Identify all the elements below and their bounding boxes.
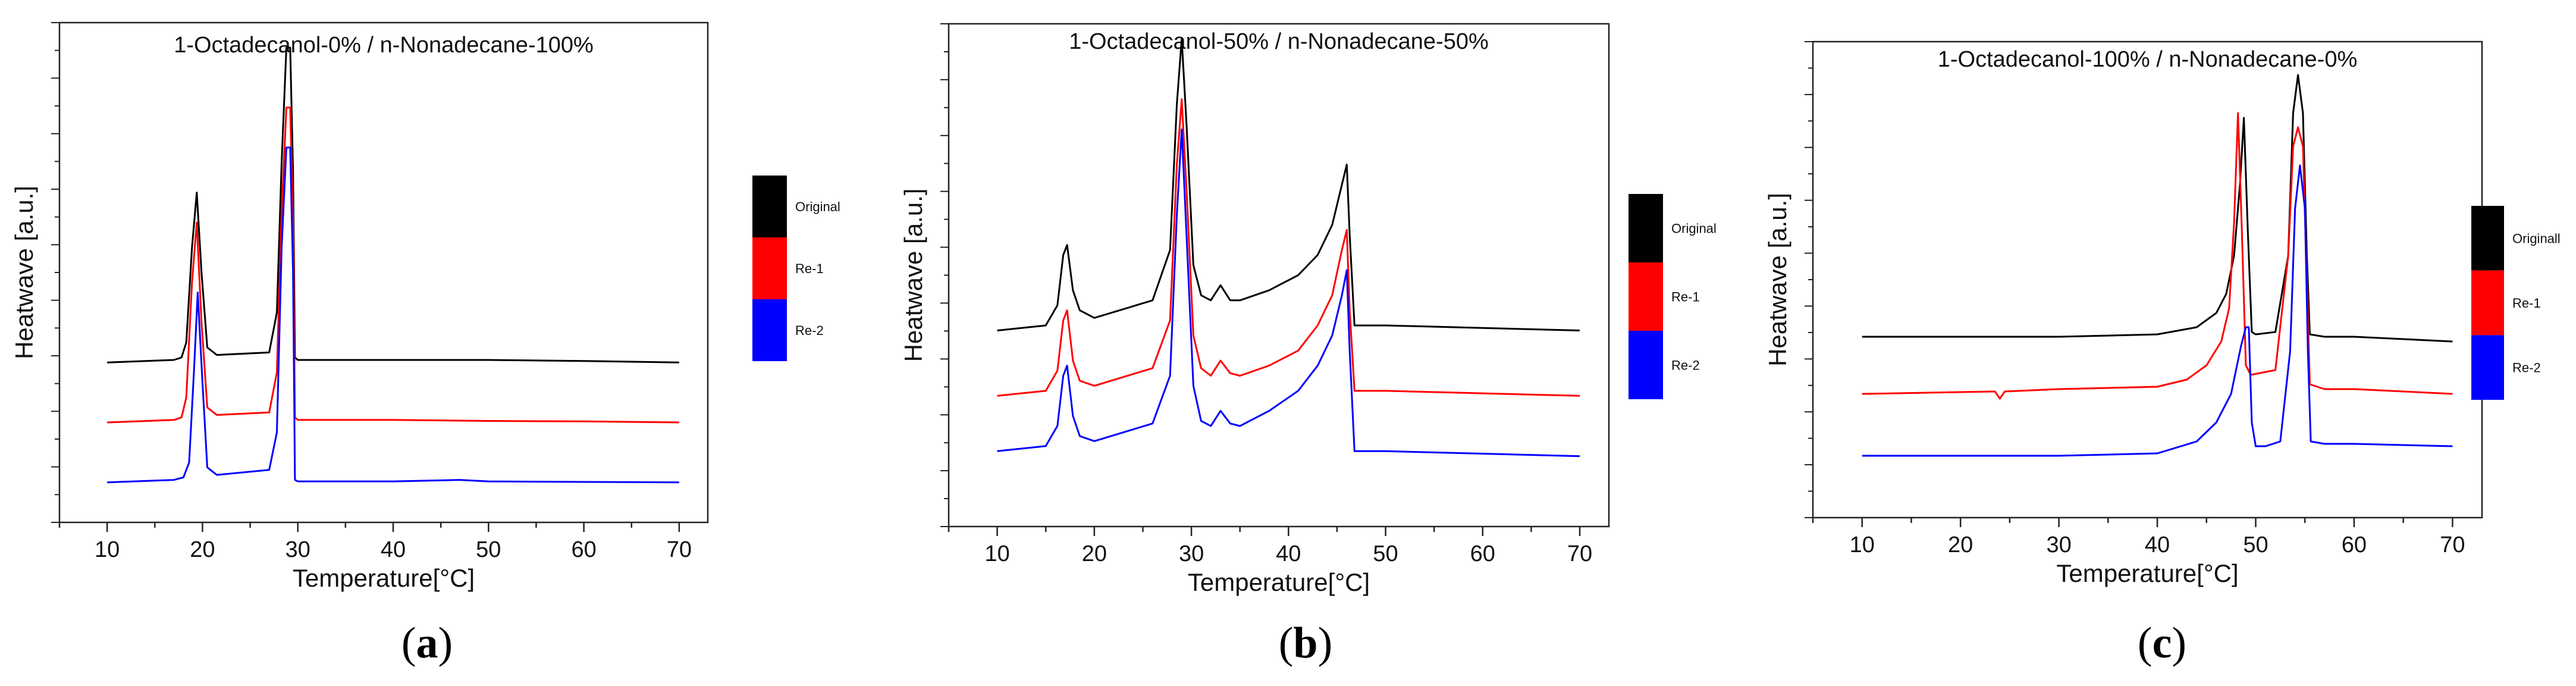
x-tick-label: 70 xyxy=(667,537,692,562)
x-tick-label: 20 xyxy=(1082,541,1107,566)
x-tick-label: 20 xyxy=(190,537,215,562)
series-line-original xyxy=(997,37,1580,331)
x-axis-label: Temperature[°C] xyxy=(2056,559,2238,587)
plot-frame xyxy=(1812,40,2483,519)
x-tick-label: 60 xyxy=(1470,541,1495,566)
x-tick-label: 30 xyxy=(1179,541,1204,566)
legend-swatch xyxy=(752,176,787,237)
legend-label: Re-2 xyxy=(1671,358,1700,373)
legend-swatch xyxy=(1629,262,1663,331)
legend-swatch xyxy=(752,237,787,299)
x-tick-label: 40 xyxy=(381,537,406,562)
x-tick-label: 40 xyxy=(1276,541,1301,566)
legend-swatch xyxy=(2471,206,2504,271)
x-tick-label: 20 xyxy=(1948,532,1973,557)
x-axis-label: Temperature[°C] xyxy=(293,564,475,592)
x-tick-label: 50 xyxy=(476,537,501,562)
legend-swatch xyxy=(1629,331,1663,399)
y-axis-label: Heatwave [a.u.] xyxy=(10,186,38,359)
y-axis-label: Heatwave [a.u.] xyxy=(1764,193,1791,367)
series-line-re-1 xyxy=(1862,112,2453,400)
legend: Originall Re-1 Re-2 xyxy=(2471,206,2561,400)
plot-frame xyxy=(947,23,1610,528)
chart-panel-3: 10 20 30 40 50 60 70 Temperature[°C] Heatwave [a… xyxy=(1764,40,2561,587)
legend-label: Originall xyxy=(2512,231,2561,246)
legend-label: Original xyxy=(1671,221,1717,236)
series-line-re-2 xyxy=(107,146,679,484)
chart-title: 1-Octadecanol-50% / n-Nonadecane-50% xyxy=(1069,29,1489,54)
legend-label: Re-1 xyxy=(2512,296,2541,311)
chart-title: 1-Octadecanol-100% / n-Nonadecane-0% xyxy=(1938,47,2358,72)
series-line-re-1 xyxy=(997,98,1580,397)
legend-swatch xyxy=(1629,194,1663,262)
legend-label: Re-2 xyxy=(795,323,824,338)
series-line-original xyxy=(107,46,679,364)
x-tick-label: 30 xyxy=(285,537,310,562)
x-tick-label: 60 xyxy=(2342,532,2367,557)
chart-panel-1: 10 20 30 40 50 60 70 Temperature[°C] Heatwave [a… xyxy=(10,21,840,592)
legend-label: Original xyxy=(795,199,840,214)
x-axis-label: Temperature[°C] xyxy=(1188,568,1370,596)
x-tick-label: 60 xyxy=(571,537,596,562)
legend-label: Re-1 xyxy=(795,261,824,276)
panel-label: (a) xyxy=(401,619,453,668)
x-tick-label: 40 xyxy=(2145,532,2170,557)
series-line-originall xyxy=(1862,74,2453,343)
series-line-re-2 xyxy=(1862,164,2453,457)
x-tick-label: 50 xyxy=(2243,532,2268,557)
x-tick-label: 10 xyxy=(984,541,1009,566)
legend-label: Re-2 xyxy=(2512,361,2541,375)
y-axis-label: Heatwave [a.u.] xyxy=(899,189,927,362)
series-line-re-2 xyxy=(997,128,1580,458)
legend: Original Re-1 Re-2 xyxy=(752,176,840,361)
plot-frame xyxy=(58,21,709,524)
chart-panel-2: 10 20 30 40 50 60 70 Temperature[°C] Heatwave [a… xyxy=(899,23,1717,596)
legend-swatch xyxy=(752,299,787,361)
x-tick-label: 70 xyxy=(2440,532,2465,557)
panel-label: (b) xyxy=(1279,619,1332,668)
chart-title: 1-Octadecanol-0% / n-Nonadecane-100% xyxy=(174,33,594,58)
legend: Original Re-1 Re-2 xyxy=(1629,194,1717,399)
series-line-re-1 xyxy=(107,106,679,424)
x-tick-label: 10 xyxy=(1850,532,1875,557)
legend-swatch xyxy=(2471,270,2504,336)
panel-label: (c) xyxy=(2138,619,2186,668)
legend-label: Re-1 xyxy=(1671,290,1700,305)
x-tick-label: 70 xyxy=(1567,541,1592,566)
legend-swatch xyxy=(2471,335,2504,400)
x-tick-label: 50 xyxy=(1373,541,1398,566)
x-tick-label: 10 xyxy=(95,537,120,562)
x-tick-label: 30 xyxy=(2046,532,2071,557)
